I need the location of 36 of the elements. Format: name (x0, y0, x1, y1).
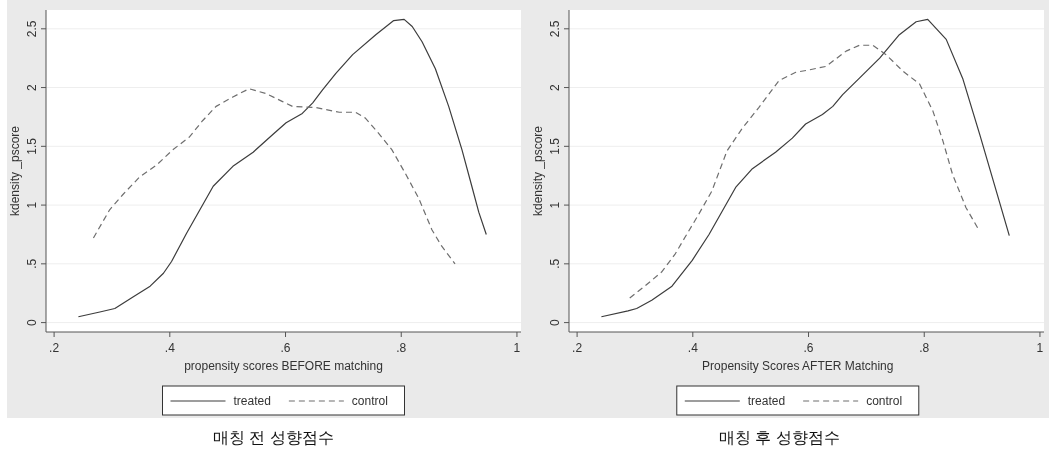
line-series (92, 88, 456, 265)
legend-label: control (351, 394, 388, 408)
y-tick-label: 1 (25, 201, 39, 209)
x-tick-label: .6 (280, 341, 291, 355)
y-tick-label: .5 (25, 258, 39, 269)
y-tick-label: 2.5 (25, 20, 39, 38)
x-tick-label: 1 (513, 341, 521, 355)
y-axis-title: kdensity _pscore (8, 125, 22, 217)
y-tick-label: 2 (25, 83, 39, 91)
x-tick-label: 1 (1036, 341, 1044, 355)
y-tick-label: 1.5 (25, 137, 39, 155)
x-tick-label: .2 (49, 341, 60, 355)
legend-label: treated (747, 394, 786, 408)
y-tick-label: 1.5 (548, 137, 562, 155)
x-tick-label: .4 (164, 341, 176, 355)
y-axis-title: kdensity _pscore (531, 125, 545, 217)
y-tick-label: 2 (548, 83, 562, 91)
x-tick-label: .8 (396, 341, 407, 355)
legend-label: control (866, 394, 903, 408)
y-tick-label: .5 (548, 258, 562, 269)
x-tick-label: .4 (687, 341, 699, 355)
line-series (600, 18, 1010, 318)
line-series (629, 44, 979, 299)
legend-label: treated (233, 394, 271, 408)
y-tick-label: 2.5 (548, 20, 562, 38)
x-axis-title: propensity scores BEFORE matching (184, 359, 383, 373)
text: 매칭 후 성향점수 (718, 429, 840, 446)
x-tick-label: .6 (803, 341, 814, 355)
text: 매칭 전 성향점수 (213, 429, 334, 446)
y-tick-label: 1 (548, 201, 562, 209)
line-series (77, 18, 487, 318)
y-tick-label: 0 (548, 318, 562, 326)
x-tick-label: .2 (572, 341, 583, 355)
x-axis-title: Propensity Scores AFTER Matching (702, 359, 894, 373)
y-tick-label: 0 (25, 318, 39, 326)
x-tick-label: .8 (919, 341, 930, 355)
